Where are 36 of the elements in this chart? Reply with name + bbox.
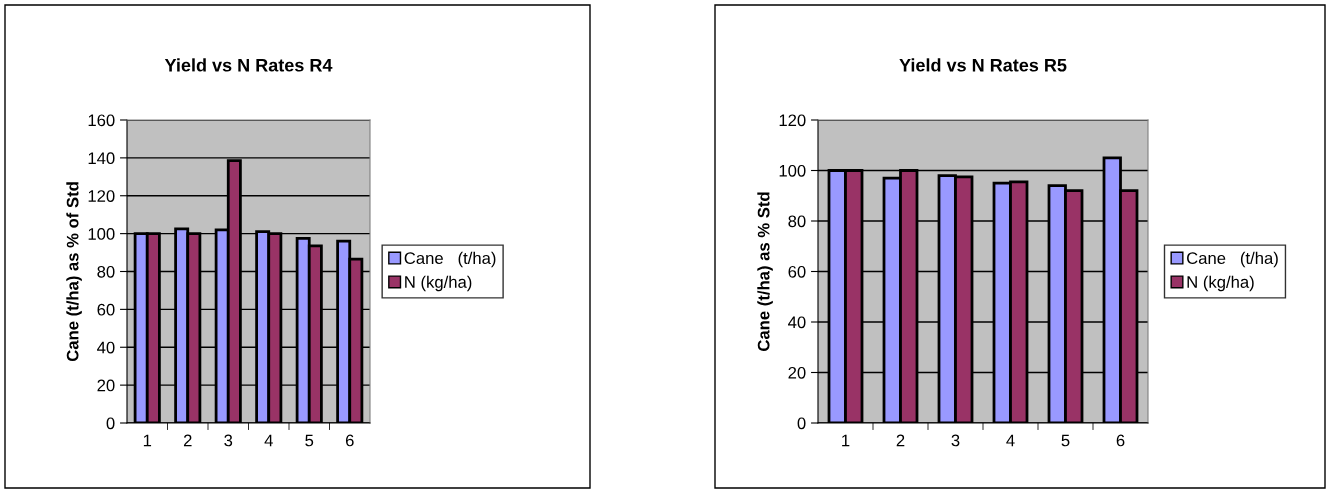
x-tick-label: 3 — [951, 434, 960, 447]
y-tick-label: 160 — [88, 114, 115, 127]
x-tick-label: 6 — [345, 434, 354, 447]
y-tick-label: 120 — [88, 190, 115, 202]
y-tick-label: 0 — [797, 417, 806, 430]
legend-label: N (kg/ha) — [1187, 275, 1254, 292]
y-tick-label: 80 — [97, 265, 115, 278]
y-tick-label: 120 — [779, 114, 806, 127]
y-tick-label: 60 — [788, 265, 806, 278]
legend-label: Cane (t/ha) — [1187, 251, 1278, 268]
x-tick-label: 2 — [183, 434, 192, 447]
legend-label: N (kg/ha) — [405, 275, 472, 292]
y-tick-label: 40 — [788, 316, 806, 329]
x-tick-label: 2 — [896, 434, 905, 447]
y-tick-label: 100 — [779, 164, 806, 177]
chart-title: Yield vs N Rates R4 — [164, 58, 333, 72]
y-tick-label: 60 — [97, 303, 115, 316]
x-tick-label: 1 — [842, 434, 850, 447]
y-tick-label: 20 — [97, 379, 115, 392]
y-tick-label: 20 — [788, 366, 806, 379]
y-axis-title: Cane (t/ha) as % of Std — [66, 182, 82, 362]
x-tick-label: 1 — [143, 434, 152, 447]
y-tick-label: 100 — [88, 228, 115, 240]
x-tick-label: 3 — [224, 434, 233, 447]
y-axis-title: Cane (t/ha) as % Std — [757, 192, 773, 351]
x-tick-label: 5 — [1061, 434, 1070, 447]
y-tick-label: 40 — [97, 341, 115, 354]
x-tick-label: 4 — [264, 434, 273, 447]
legend-label: Cane (t/ha) — [404, 251, 496, 268]
y-tick-label: 0 — [106, 417, 115, 430]
chart-title: Yield vs N Rates R5 — [899, 58, 1067, 72]
y-tick-label: 80 — [788, 215, 806, 228]
x-tick-label: 5 — [305, 434, 314, 447]
x-tick-label: 6 — [1116, 434, 1125, 447]
x-tick-label: 4 — [1006, 434, 1015, 447]
y-tick-label: 140 — [88, 152, 115, 165]
